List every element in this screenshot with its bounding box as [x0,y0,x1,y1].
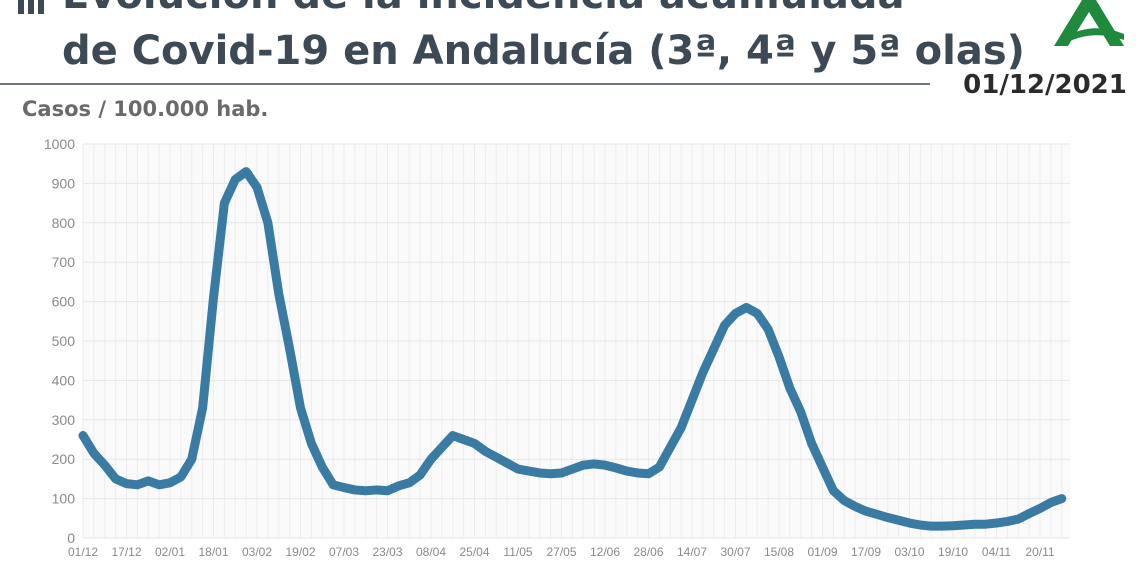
x-tick-label: 08/04 [416,545,446,559]
x-tick-label: 27/05 [546,545,576,559]
y-tick-label: 100 [52,491,76,507]
chart-title: Evolución de la incidencia acumulada [62,0,905,18]
data-line [78,167,1067,531]
y-tick-label: 500 [52,333,76,349]
x-tick-label: 14/07 [677,545,707,559]
y-tick-label: 0 [67,530,75,546]
x-tick-label: 11/05 [503,545,532,559]
x-tick-label: 17/09 [851,545,881,559]
x-tick-label: 15/08 [764,545,794,559]
date: 01/12/2021 [963,70,1127,100]
x-tick-label: 01/09 [807,545,837,559]
x-tick-label: 19/02 [285,545,315,559]
x-tick-label: 04/11 [982,545,1011,559]
title-icon [18,0,44,14]
x-tick-label: 25/04 [459,545,489,559]
x-tick-label: 02/01 [155,545,185,559]
chart-subtitle: de Covid-19 en Andalucía (3ª, 4ª y 5ª ol… [62,28,1025,74]
x-tick-label: 07/03 [329,545,359,559]
x-tick-label: 28/06 [633,545,663,559]
x-tick-label: 17/12 [111,545,141,559]
x-tick-label: 12/06 [590,545,620,559]
x-tick-label: 03/02 [242,545,272,559]
y-tick-label: 600 [52,294,76,310]
y-tick-label: 300 [52,412,76,428]
y-tick-label: 700 [52,254,76,270]
x-tick-label: 01/12 [68,545,98,559]
x-tick-label: 23/03 [372,545,402,559]
y-tick-label: 1000 [44,136,75,152]
y-tick-label: 800 [52,215,76,231]
x-tick-label: 03/10 [894,545,924,559]
x-tick-label: 20/11 [1025,545,1054,559]
y-tick-label: 900 [52,175,76,191]
y-tick-label: 200 [52,451,76,467]
y-tick-label: 400 [52,372,76,388]
x-tick-label: 19/10 [938,545,968,559]
y-axis-label: Casos / 100.000 hab. [22,97,268,121]
logo [1054,0,1124,46]
x-tick-label: 18/01 [198,545,228,559]
x-tick-label: 30/07 [720,545,750,559]
